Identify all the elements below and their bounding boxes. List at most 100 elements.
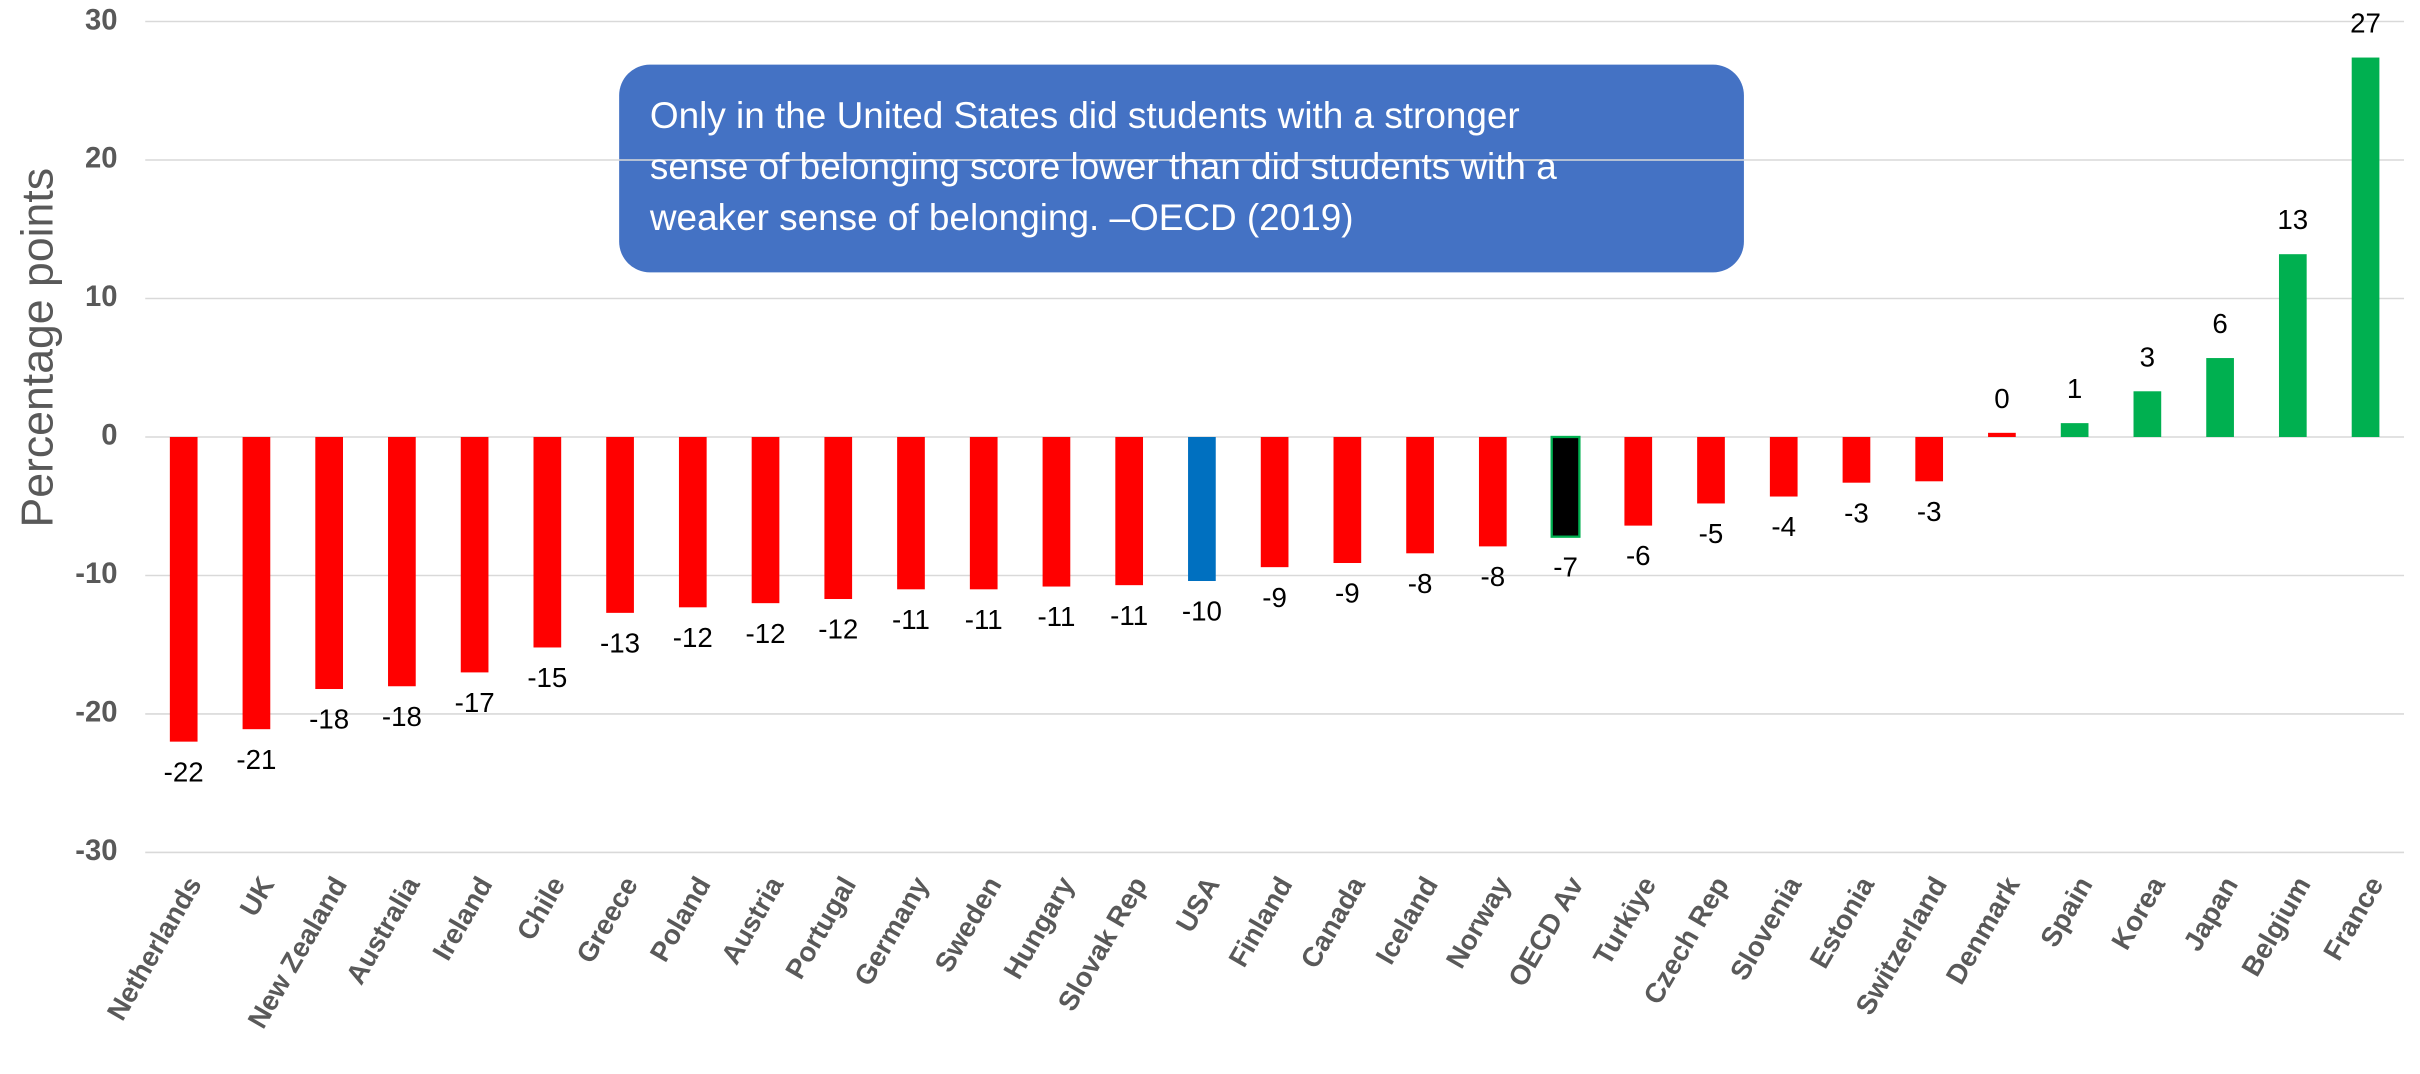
value-label: 3 [2140,341,2155,372]
x-tick-label: Finland [1222,871,1298,972]
value-label: 27 [2350,8,2381,39]
bar [315,436,344,690]
bar [1550,435,1581,538]
x-tick-label: Greece [570,871,644,968]
value-label: -3 [1917,496,1942,527]
bar [2060,423,2089,437]
x-tick-label: Portugal [779,871,862,984]
bar [969,436,998,590]
x-tick-label: USA [1170,871,1226,937]
value-label: -11 [892,604,930,635]
x-tick-label: Ireland [426,871,498,965]
x-tick-label: UK [233,871,280,921]
bar [1624,436,1653,526]
bar [1478,436,1507,547]
x-tick-label: Germany [848,871,935,991]
annotation-text: Only in the United States did students w… [650,95,1520,136]
bar [2351,57,2380,437]
value-label: 0 [1994,383,2009,414]
annotation-text: weaker sense of belonging. –OECD (2019) [649,197,1354,238]
value-label: -12 [818,614,858,645]
y-tick-label: 20 [85,143,118,175]
bar [388,436,416,687]
value-label: -18 [382,701,422,732]
x-tick-label: Australia [340,871,426,990]
bar [751,436,780,604]
x-tick-label: Canada [1294,871,1371,974]
y-axis-label: Percentage points [13,168,62,528]
value-label: -5 [1699,518,1724,549]
value-label: -13 [600,627,640,658]
x-tick-label: Netherlands [101,871,208,1025]
x-tick-label: Iceland [1369,871,1444,969]
x-tick-label: Korea [2105,871,2171,955]
y-tick-label: -10 [75,558,117,590]
value-label: -12 [746,618,786,649]
x-tick-label: Sweden [928,871,1007,977]
x-tick-label: Denmark [1940,871,2026,990]
x-tick-label: Norway [1440,871,1517,974]
value-label: -8 [1408,568,1433,599]
x-tick-label: Hungary [997,871,1080,984]
bar [1115,436,1144,586]
value-label: -9 [1335,578,1360,609]
bar [1260,436,1289,568]
x-tick-label: Austria [715,871,790,970]
bar [1188,436,1216,582]
x-tick-label: Poland [644,871,717,966]
annotation-box [619,64,1744,273]
y-tick-label: 10 [85,281,118,313]
bar [1769,436,1798,497]
value-label: -18 [309,704,349,735]
bar [460,436,489,673]
value-label: -11 [965,604,1003,635]
x-tick-label: Japan [2177,871,2244,956]
x-tick-label: Turkiye [1587,871,1662,970]
bar [242,436,271,730]
bar [169,436,198,742]
bar [1333,436,1362,564]
bar [824,436,853,600]
value-label: -8 [1480,561,1505,592]
value-label: -7 [1553,551,1578,582]
bar [2133,391,2162,437]
x-tick-label: Spain [2034,871,2099,952]
value-label: -9 [1262,582,1287,613]
x-tick-label: Slovenia [1724,871,1808,986]
value-label: -11 [1110,600,1148,631]
value-label: -12 [673,622,713,653]
value-label: -21 [236,744,276,775]
value-label: -11 [1037,601,1075,632]
x-tick-label: Chile [510,871,571,945]
bar [606,436,634,613]
y-tick-label: -30 [75,835,117,867]
bar [2278,254,2307,437]
bar [1988,432,2016,437]
value-label: -10 [1182,596,1222,627]
bar [1042,436,1071,587]
annotation-text: sense of belonging score lower than did … [650,146,1557,187]
value-label: -22 [164,756,204,787]
bar [1842,436,1871,483]
value-label: -4 [1771,511,1796,542]
value-label: -17 [455,687,495,718]
bar [1697,436,1725,504]
y-tick-label: -20 [75,697,117,729]
y-tick-label: 30 [85,4,118,36]
value-label: 13 [2277,204,2308,235]
value-label: 1 [2067,373,2082,404]
bar [897,436,925,590]
bar [678,436,707,608]
value-label: 6 [2212,308,2227,339]
bar [533,436,562,648]
value-label: -3 [1844,497,1869,528]
value-label: -6 [1626,540,1651,571]
value-label: -15 [527,662,567,693]
y-tick-label: 0 [101,420,117,452]
bar [1406,436,1434,554]
x-tick-label: Estonia [1803,871,1880,974]
x-tick-label: France [2317,871,2389,965]
bar [1915,436,1944,482]
x-tick-label: Belgium [2235,871,2316,981]
